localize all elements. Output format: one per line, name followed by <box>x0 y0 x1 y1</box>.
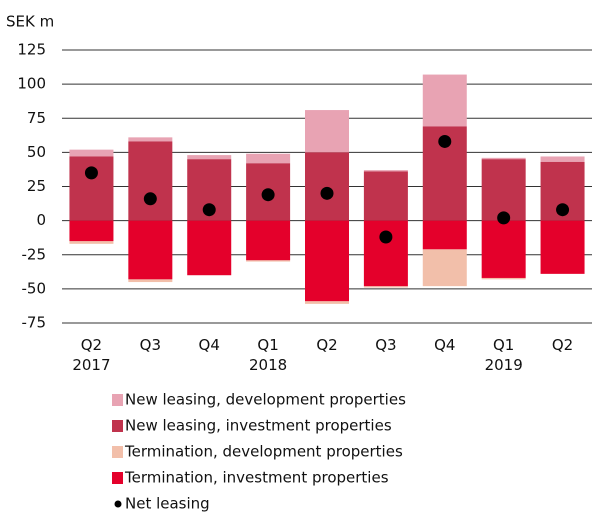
y-tick-label: 75 <box>27 109 46 127</box>
bar <box>363 171 408 221</box>
bar <box>246 153 291 164</box>
y-tick-label: -50 <box>22 279 47 297</box>
legend-marker <box>112 394 123 406</box>
x-tick-label: Q3 <box>140 336 161 354</box>
bar <box>246 220 291 261</box>
x-tick-label: Q4 <box>199 336 220 354</box>
net-dot <box>84 166 98 180</box>
net-dot <box>438 134 452 148</box>
x-tick-label: Q3 <box>375 336 396 354</box>
y-tick-label: 50 <box>27 143 46 161</box>
net-dot <box>497 211 511 225</box>
bar <box>69 220 114 242</box>
bar <box>69 156 114 221</box>
y-tick-label: 0 <box>36 211 46 229</box>
bar <box>422 220 467 250</box>
net-dot <box>556 203 570 217</box>
bar <box>540 156 585 162</box>
legend-label: Net leasing <box>125 495 210 512</box>
x-tick-label: Q2 2017 <box>72 336 110 374</box>
x-tick-label: Q2 <box>316 336 337 354</box>
bar <box>363 286 408 288</box>
bar <box>540 220 585 274</box>
bar <box>187 220 232 276</box>
bar <box>305 301 349 304</box>
legend-label: Termination, investment properties <box>124 469 389 487</box>
net-dot <box>202 203 216 217</box>
legend-marker <box>112 472 123 484</box>
legend-label: Termination, development properties <box>124 443 403 461</box>
bar <box>363 170 408 172</box>
bar <box>422 74 467 127</box>
y-axis-label: SEK m <box>6 13 54 31</box>
y-tick-label: 100 <box>17 75 46 93</box>
x-tick-label: Q2 <box>552 336 573 354</box>
bar <box>69 149 114 157</box>
bar <box>128 141 173 221</box>
bar <box>481 159 526 221</box>
bar <box>187 155 232 160</box>
net-dot <box>379 230 393 244</box>
bar <box>305 152 349 221</box>
legend-label: New leasing, investment properties <box>125 417 392 435</box>
bar <box>422 249 467 287</box>
bar <box>128 137 173 142</box>
net-dot <box>320 186 334 200</box>
bar <box>481 220 526 278</box>
x-tick-label: Q4 <box>434 336 455 354</box>
y-tick-label: -75 <box>22 314 47 332</box>
x-tick-label: Q1 2018 <box>249 336 287 374</box>
legend-marker <box>114 500 122 508</box>
x-tick-label: Q1 2019 <box>485 336 523 374</box>
legend-marker <box>112 420 123 432</box>
bar <box>363 220 408 287</box>
bar <box>481 277 526 280</box>
net-dot <box>261 188 275 202</box>
bar <box>128 279 173 283</box>
bar <box>128 220 173 280</box>
net-dot <box>143 192 157 206</box>
y-tick-label: 25 <box>27 177 46 195</box>
bar <box>246 260 291 262</box>
bar <box>69 241 114 244</box>
bar <box>481 157 526 160</box>
legend-marker <box>112 446 123 458</box>
y-tick-label: -25 <box>22 245 47 263</box>
y-tick-label: 125 <box>17 41 46 59</box>
bar <box>305 220 349 302</box>
legend-label: New leasing, development properties <box>125 391 406 409</box>
bar <box>305 110 349 153</box>
